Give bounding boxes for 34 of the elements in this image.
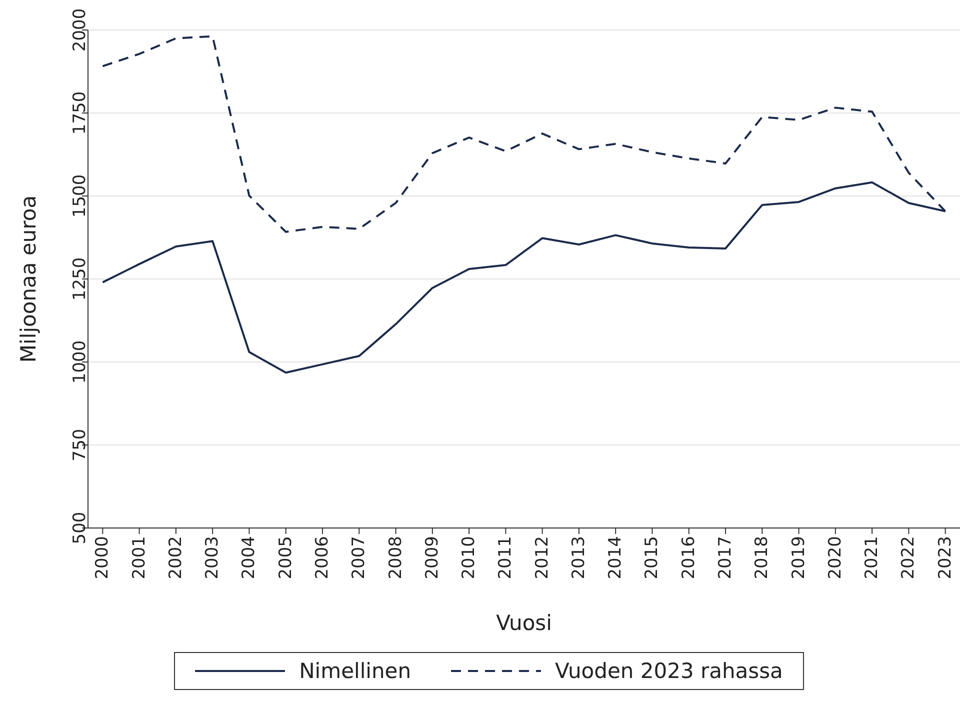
x-tick-label: 2005 — [276, 536, 296, 580]
x-tick-label: 2018 — [752, 536, 772, 580]
y-tick-label: 500 — [70, 512, 90, 544]
y-tick-label: 1250 — [70, 257, 90, 301]
x-tick-label: 2015 — [642, 536, 662, 580]
x-tick-label: 2016 — [678, 536, 699, 580]
x-axis-title: Vuosi — [496, 611, 552, 635]
x-tick-label: 2009 — [422, 536, 442, 580]
x-tick-label: 2008 — [386, 536, 406, 580]
x-tick-label: 2001 — [129, 536, 150, 580]
y-tick-label: 1750 — [70, 91, 90, 135]
x-tick-label: 2013 — [568, 536, 589, 580]
x-tick-label: 2012 — [532, 536, 552, 580]
x-tick-label: 2002 — [166, 536, 186, 580]
y-tick-label: 1500 — [70, 174, 90, 218]
y-tick-label: 2000 — [70, 8, 90, 52]
x-tick-label: 2010 — [459, 536, 480, 580]
x-tick-label: 2004 — [239, 536, 260, 580]
x-tick-label: 2020 — [825, 536, 846, 580]
x-tick-label: 2022 — [898, 536, 919, 580]
x-tick-label: 2023 — [935, 536, 956, 580]
legend-label: Nimellinen — [299, 659, 412, 683]
x-tick-label: 2017 — [716, 536, 736, 580]
x-tick-label: 2014 — [606, 536, 626, 580]
y-tick-label: 750 — [70, 428, 90, 462]
x-tick-label: 2006 — [312, 536, 332, 580]
x-tick-label: 2011 — [496, 536, 516, 580]
x-tick-label: 2007 — [349, 536, 370, 580]
x-tick-label: 2021 — [862, 536, 882, 580]
x-tick-label: 2003 — [202, 536, 223, 580]
x-tick-label: 2019 — [788, 536, 809, 580]
legend-label: Vuoden 2023 rahassa — [555, 659, 783, 683]
y-axis-title: Miljoonaa euroa — [16, 195, 40, 363]
y-tick-label: 1000 — [70, 340, 90, 384]
